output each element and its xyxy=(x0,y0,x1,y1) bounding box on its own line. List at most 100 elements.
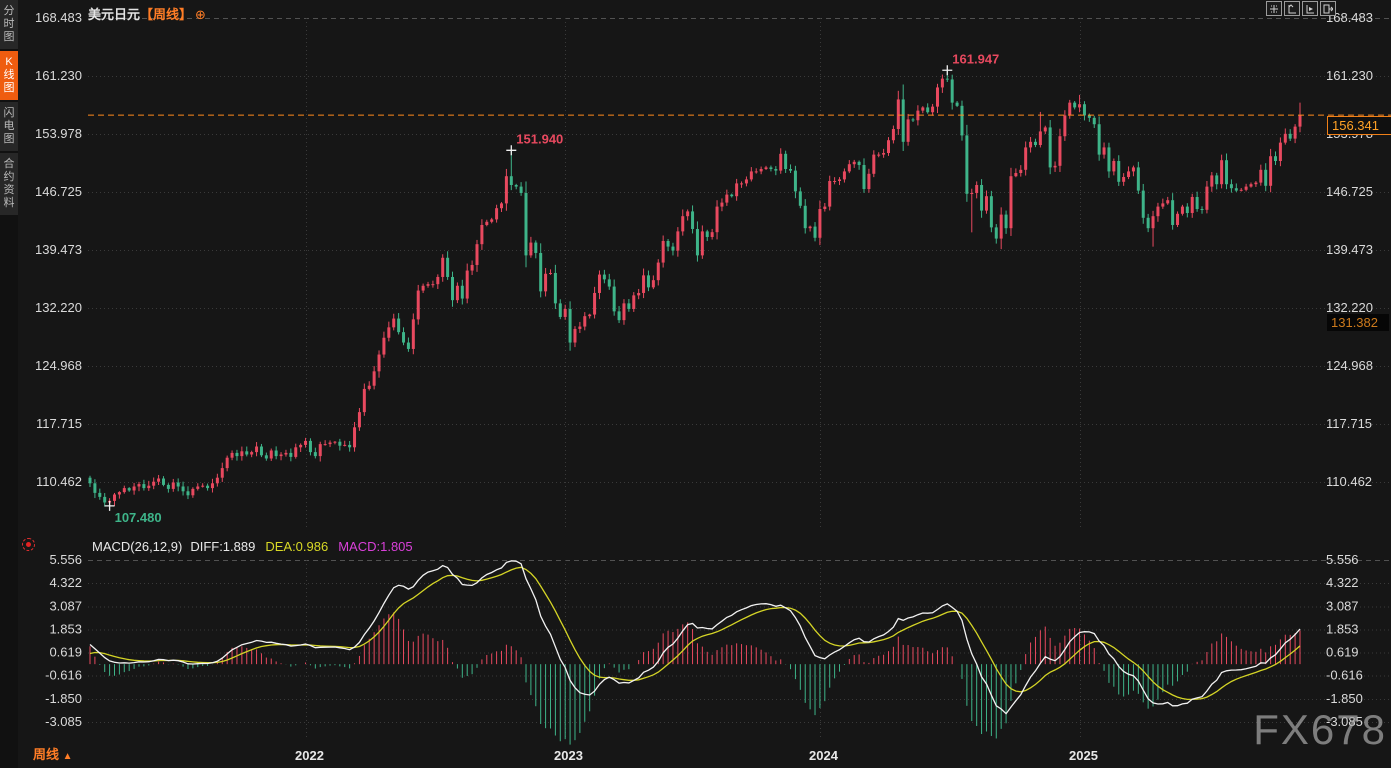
candle[interactable] xyxy=(215,477,219,484)
candle[interactable] xyxy=(602,274,606,280)
candle[interactable] xyxy=(1043,127,1047,132)
candle[interactable] xyxy=(999,214,1003,239)
candle[interactable] xyxy=(475,244,479,265)
candle[interactable] xyxy=(823,206,827,209)
candle[interactable] xyxy=(279,454,283,457)
candle[interactable] xyxy=(171,482,175,489)
candle[interactable] xyxy=(715,206,719,233)
candle[interactable] xyxy=(637,292,641,296)
indicator-settings-icon[interactable] xyxy=(22,538,35,551)
candle[interactable] xyxy=(196,486,200,489)
crosshair-button[interactable] xyxy=(1266,1,1282,16)
candle[interactable] xyxy=(656,262,660,281)
candle[interactable] xyxy=(186,491,190,496)
candle[interactable] xyxy=(597,274,601,293)
candle[interactable] xyxy=(965,135,969,194)
candle[interactable] xyxy=(284,452,288,455)
candle[interactable] xyxy=(1092,117,1096,125)
candle[interactable] xyxy=(980,185,984,211)
candle[interactable] xyxy=(1195,196,1199,209)
candle[interactable] xyxy=(700,231,704,256)
candle[interactable] xyxy=(872,154,876,174)
candle[interactable] xyxy=(935,87,939,107)
candle[interactable] xyxy=(323,444,327,446)
candle[interactable] xyxy=(88,477,92,484)
candle[interactable] xyxy=(235,452,239,457)
candle[interactable] xyxy=(406,342,410,349)
candle[interactable] xyxy=(534,242,538,253)
candle[interactable] xyxy=(906,119,910,142)
candle[interactable] xyxy=(529,242,533,256)
candle[interactable] xyxy=(882,153,886,155)
candle[interactable] xyxy=(691,211,695,229)
candle[interactable] xyxy=(862,165,866,190)
candle[interactable] xyxy=(343,444,347,446)
candle[interactable] xyxy=(857,161,861,166)
candle[interactable] xyxy=(103,496,107,503)
candle[interactable] xyxy=(289,452,293,457)
candle[interactable] xyxy=(1161,203,1165,207)
candle[interactable] xyxy=(671,246,675,251)
candle[interactable] xyxy=(1082,104,1086,116)
candle[interactable] xyxy=(852,161,856,165)
candle[interactable] xyxy=(838,179,842,182)
candle[interactable] xyxy=(955,102,959,106)
candle[interactable] xyxy=(157,478,161,482)
candle[interactable] xyxy=(1058,136,1062,166)
candle[interactable] xyxy=(1254,182,1258,185)
candle[interactable] xyxy=(426,284,430,286)
candle[interactable] xyxy=(1215,175,1219,185)
candle[interactable] xyxy=(470,264,474,271)
candle[interactable] xyxy=(397,318,401,333)
candle[interactable] xyxy=(1156,206,1160,217)
candle[interactable] xyxy=(975,185,979,194)
candle[interactable] xyxy=(245,451,249,455)
candle[interactable] xyxy=(1033,141,1037,146)
candle[interactable] xyxy=(681,216,685,232)
candle[interactable] xyxy=(695,228,699,256)
candle[interactable] xyxy=(206,485,210,489)
candle[interactable] xyxy=(612,286,616,312)
candle[interactable] xyxy=(377,354,381,372)
candle[interactable] xyxy=(931,106,935,113)
candle[interactable] xyxy=(651,280,655,288)
candle[interactable] xyxy=(735,183,739,197)
candle[interactable] xyxy=(1024,147,1028,170)
candle[interactable] xyxy=(166,484,170,489)
candle[interactable] xyxy=(191,488,195,496)
candle[interactable] xyxy=(793,170,797,192)
candle[interactable] xyxy=(818,208,822,238)
candle[interactable] xyxy=(333,441,337,443)
sidebar-tab-2[interactable]: K 线 图 xyxy=(0,51,18,100)
candle[interactable] xyxy=(720,202,724,207)
candle[interactable] xyxy=(926,107,930,113)
candle[interactable] xyxy=(1278,142,1282,162)
candle[interactable] xyxy=(1038,131,1042,146)
candle[interactable] xyxy=(259,446,263,456)
candle[interactable] xyxy=(1146,217,1150,229)
candle[interactable] xyxy=(705,231,709,237)
candle[interactable] xyxy=(304,440,308,445)
candle[interactable] xyxy=(176,482,180,487)
candle[interactable] xyxy=(362,388,366,413)
candle[interactable] xyxy=(1053,165,1057,168)
candle[interactable] xyxy=(940,78,944,88)
candle[interactable] xyxy=(225,457,229,469)
candle[interactable] xyxy=(416,290,420,320)
sidebar-tab-1[interactable]: 分 时 图 xyxy=(0,0,18,49)
candle[interactable] xyxy=(1136,167,1140,191)
candle[interactable] xyxy=(989,196,993,228)
candle[interactable] xyxy=(499,203,503,209)
sidebar-tab-3[interactable]: 闪 电 图 xyxy=(0,102,18,151)
candle[interactable] xyxy=(519,186,523,194)
candle[interactable] xyxy=(774,169,778,171)
candle[interactable] xyxy=(1269,156,1273,186)
candle[interactable] xyxy=(1073,102,1077,108)
candle[interactable] xyxy=(911,119,915,121)
candle[interactable] xyxy=(117,492,121,495)
y-axis-scale-button[interactable] xyxy=(1284,1,1300,16)
candle[interactable] xyxy=(730,194,734,197)
candle[interactable] xyxy=(754,171,758,173)
candle[interactable] xyxy=(627,303,631,309)
candle[interactable] xyxy=(402,332,406,343)
